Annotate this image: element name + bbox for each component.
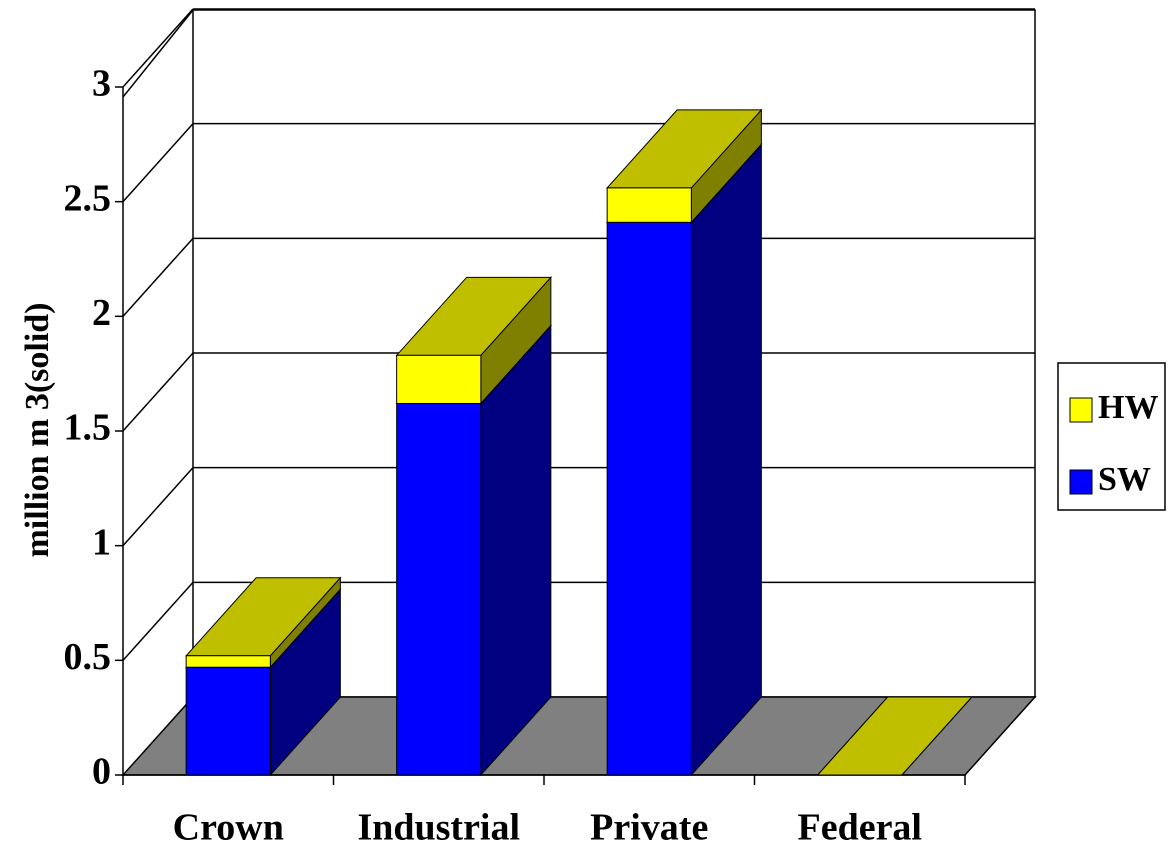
x-tick-label: Private — [590, 807, 708, 849]
bar — [185, 655, 271, 668]
y-tick-label: 0.5 — [64, 636, 112, 678]
bar — [396, 402, 482, 776]
grid-line-side — [122, 237, 194, 317]
x-tick-label: Crown — [173, 807, 284, 849]
bar — [185, 666, 271, 776]
grid-line-side — [122, 467, 194, 547]
bar-top — [816, 696, 973, 776]
y-tick-label: 0 — [92, 751, 111, 793]
y-tick-label: 1 — [92, 521, 111, 563]
grid-line-side — [122, 123, 194, 203]
legend-label: SW — [1098, 461, 1151, 498]
grid-line-side — [122, 581, 194, 661]
bar — [606, 221, 692, 776]
y-axis-label: million m 3(solid) — [19, 302, 56, 557]
bar — [396, 354, 482, 404]
grid-line-side — [122, 8, 194, 88]
x-tick-label: Industrial — [357, 807, 520, 849]
grid-line-side — [122, 352, 194, 432]
y-tick-label: 3 — [92, 63, 111, 105]
y-tick-label: 1.5 — [64, 407, 112, 449]
y-tick-label: 2.5 — [64, 177, 112, 219]
bar-side — [480, 324, 552, 777]
x-tick-label: Federal — [797, 807, 922, 849]
legend-swatch — [1069, 397, 1093, 423]
legend-label: HW — [1098, 389, 1158, 426]
legend-swatch — [1069, 469, 1093, 495]
bar — [606, 187, 692, 223]
left-wall-edge — [122, 9, 194, 98]
bar-side — [690, 143, 762, 777]
y-tick-label: 2 — [92, 292, 111, 334]
